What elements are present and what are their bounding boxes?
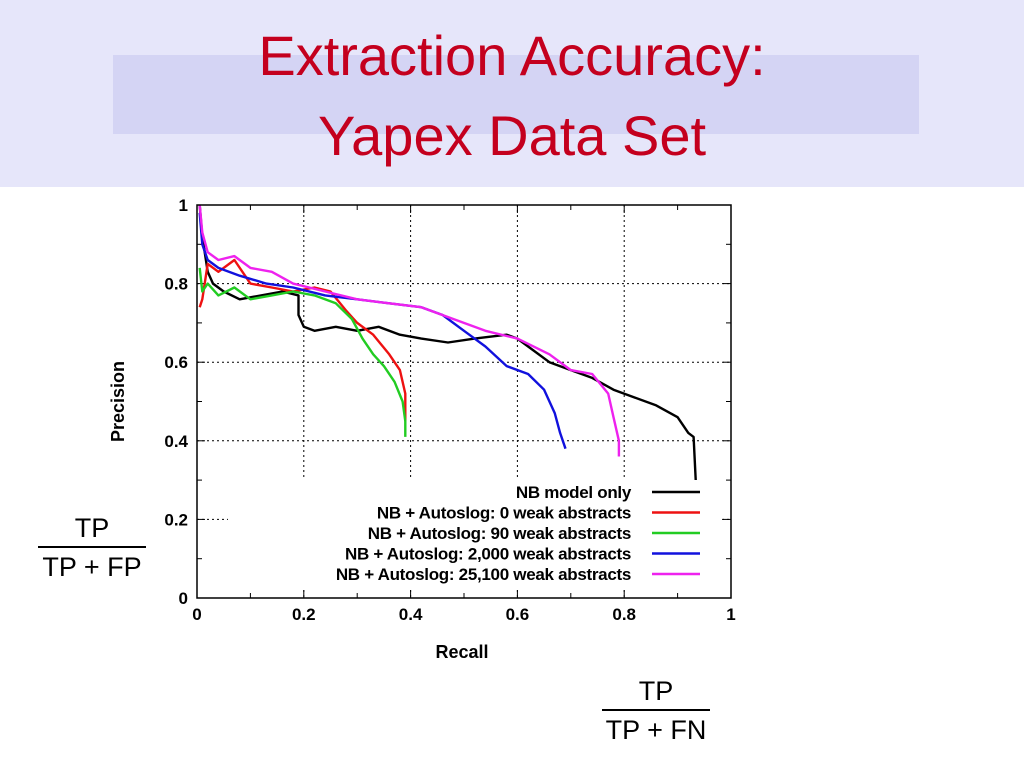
legend-label-3: NB + Autoslog: 90 weak abstracts xyxy=(368,524,631,543)
series-line-2 xyxy=(198,258,407,422)
y-tick-label: 0.6 xyxy=(164,353,188,372)
precision-formula: TP TP + FP xyxy=(38,512,146,583)
slide-title-line-1: Extraction Accuracy: xyxy=(258,24,766,87)
precision-formula-fraction-bar xyxy=(38,546,146,548)
series-line-4 xyxy=(198,212,567,450)
slide-title-line-2: Yapex Data Set xyxy=(317,104,707,167)
legend-label-5: NB + Autoslog: 25,100 weak abstracts xyxy=(336,565,631,584)
y-tick-label: 0.4 xyxy=(164,432,188,451)
recall-formula: TP TP + FN xyxy=(602,675,710,746)
legend-box xyxy=(228,480,720,588)
x-tick-label: 0 xyxy=(192,605,201,624)
header-highlight xyxy=(113,55,919,134)
recall-formula-denominator: TP + FN xyxy=(605,714,707,745)
y-tick-label: 0.8 xyxy=(164,275,188,294)
x-tick-label: 0.8 xyxy=(612,605,636,624)
series-line-5 xyxy=(198,204,621,457)
x-tick-label: 0.2 xyxy=(292,605,316,624)
x-tick-label: 0.4 xyxy=(399,605,423,624)
recall-formula-fraction-bar xyxy=(602,709,710,711)
plot-frame xyxy=(196,204,732,599)
y-axis-label: Precision xyxy=(108,361,128,442)
precision-formula-numerator: TP xyxy=(74,513,110,543)
precision-formula-denominator: TP + FP xyxy=(42,551,142,582)
y-tick-label: 1 xyxy=(179,196,188,215)
x-tick-label: 0.6 xyxy=(506,605,530,624)
x-tick-label: 1 xyxy=(726,605,735,624)
y-tick-label: 0.2 xyxy=(164,510,188,529)
legend-label-4: NB + Autoslog: 2,000 weak abstracts xyxy=(345,545,631,564)
recall-formula-numerator: TP xyxy=(638,676,674,706)
legend-label-2: NB + Autoslog: 0 weak abstracts xyxy=(377,504,631,523)
y-tick-label: 0 xyxy=(179,589,188,608)
series-line-1 xyxy=(198,204,702,494)
series-line-3 xyxy=(198,267,407,437)
x-axis-label: Recall xyxy=(435,642,488,662)
legend-label-1: NB model only xyxy=(516,483,632,502)
